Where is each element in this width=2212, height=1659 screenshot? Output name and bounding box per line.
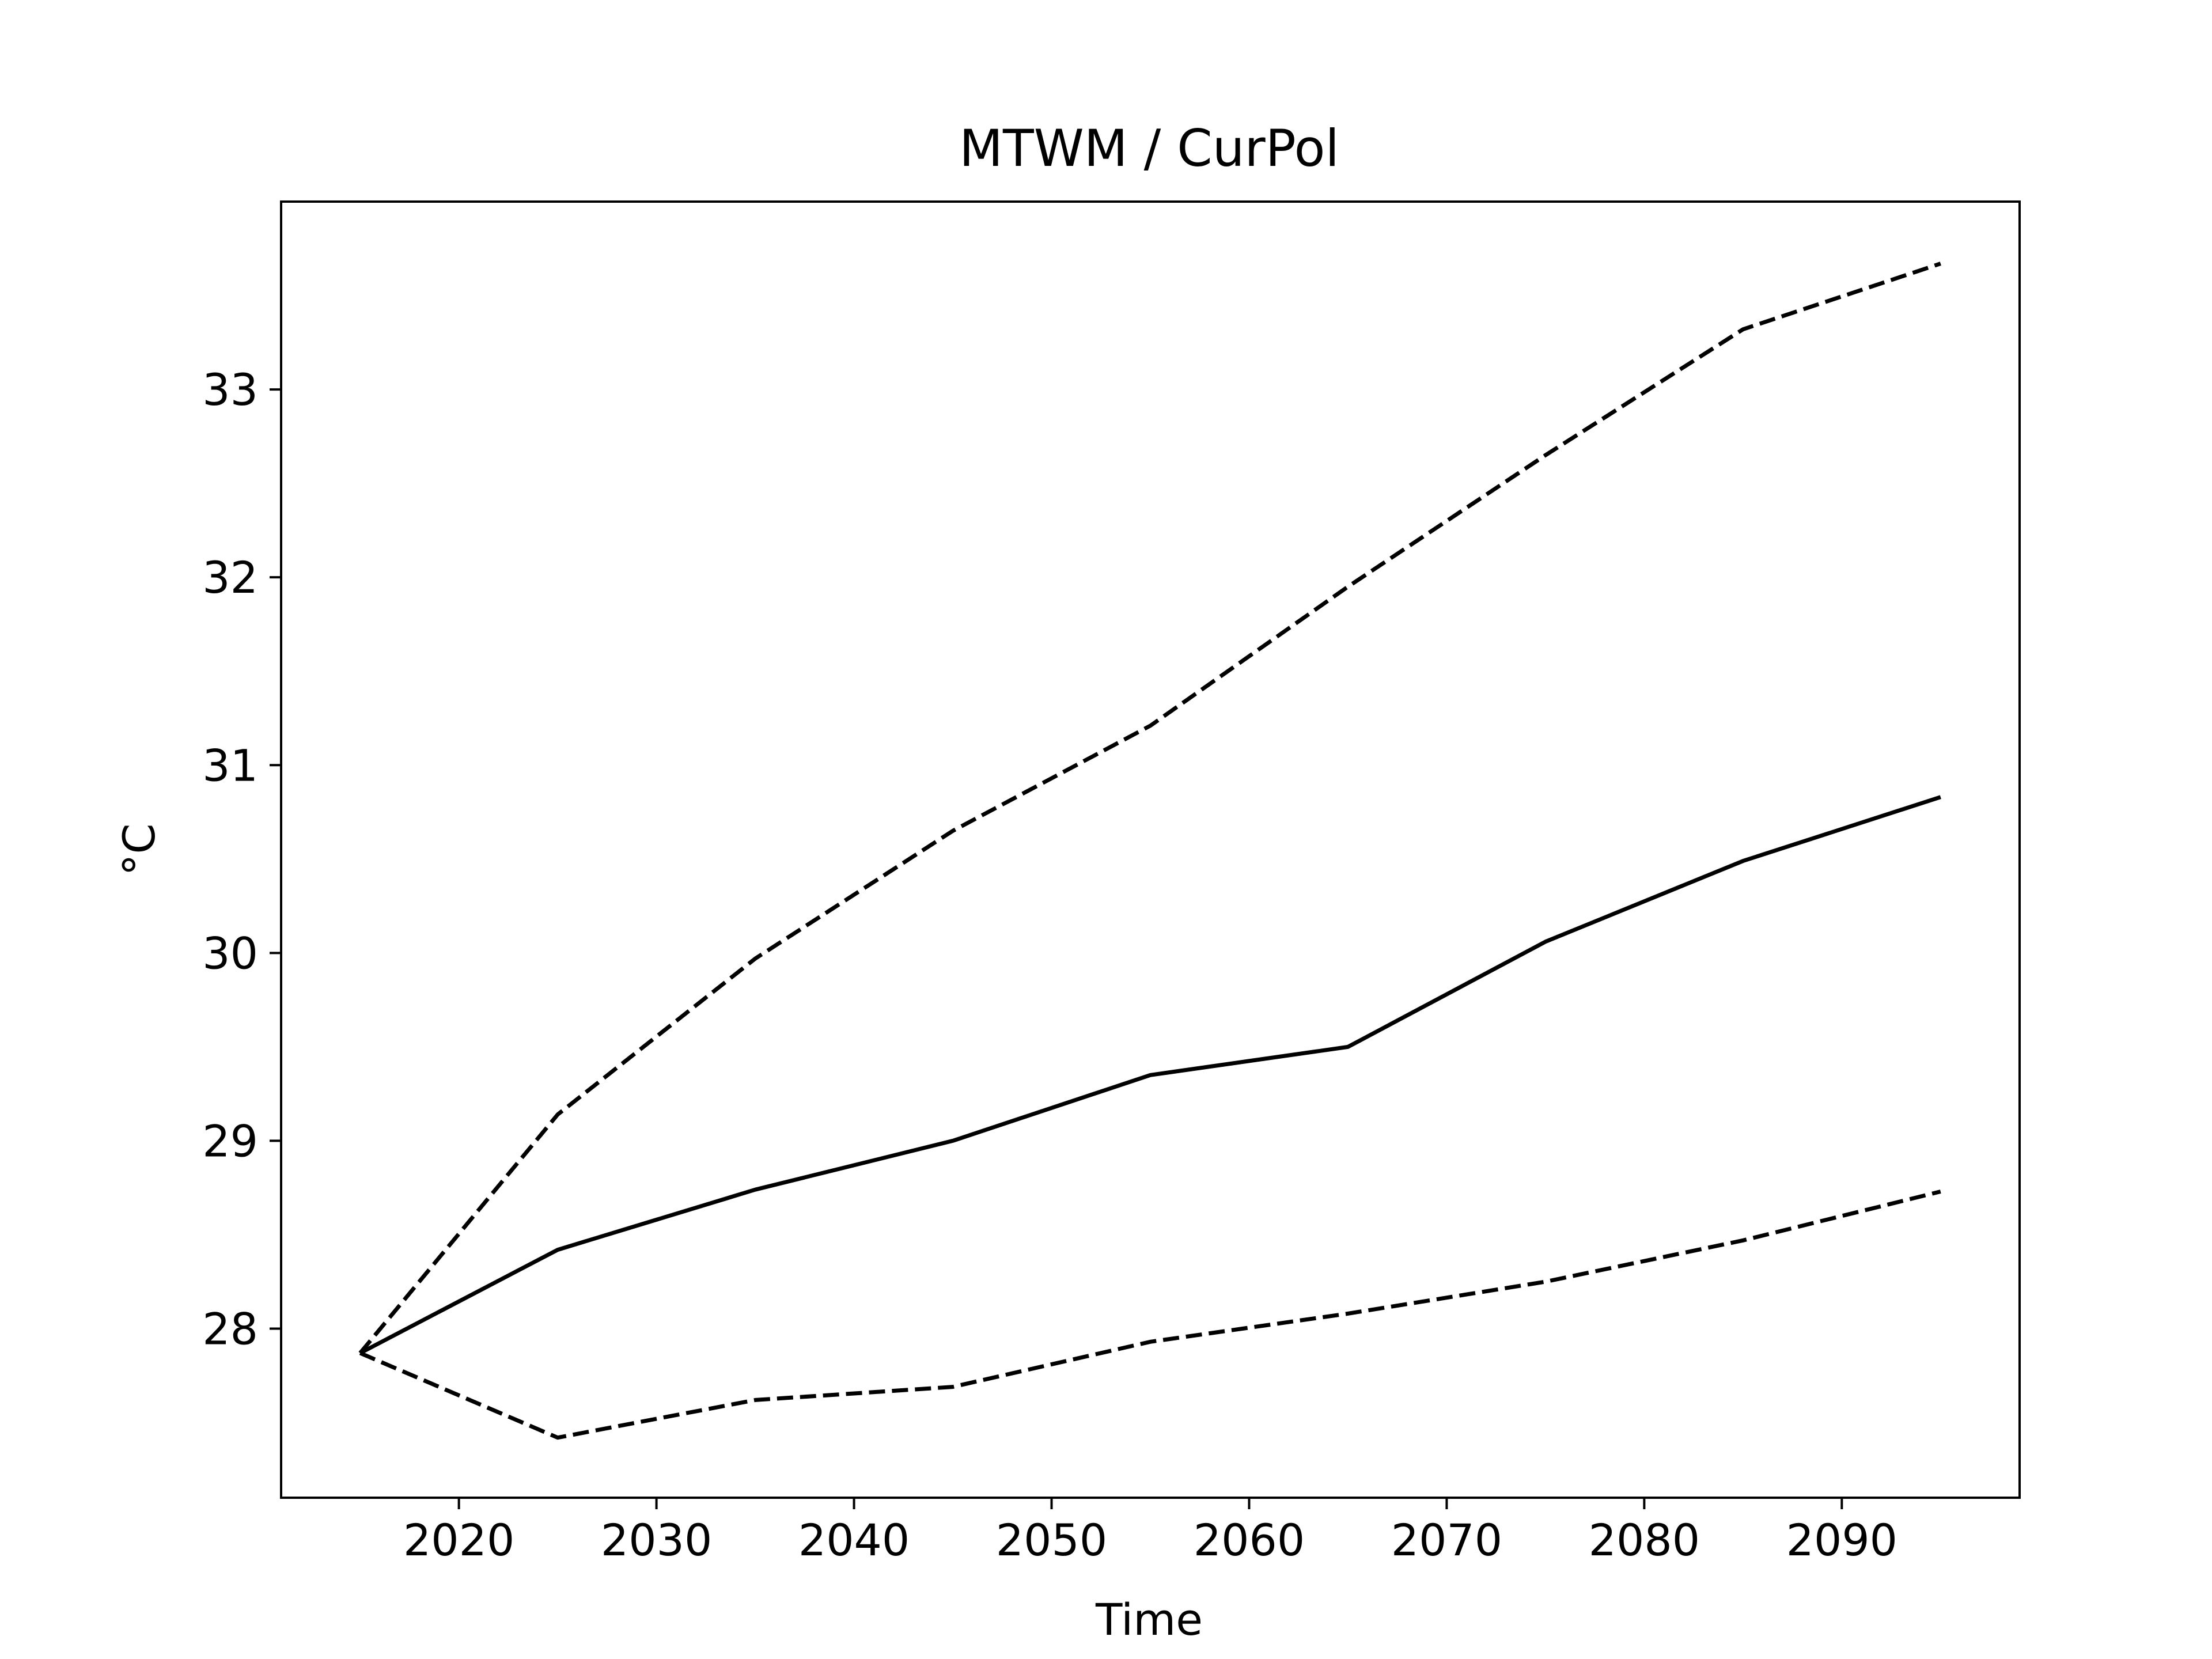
x-tick-label-2080: 2080	[1589, 1514, 1700, 1566]
x-tick-label-2060: 2060	[1194, 1514, 1305, 1566]
y-tick-label-29: 29	[202, 1115, 258, 1166]
y-tick-label-32: 32	[202, 552, 258, 603]
series-line-2	[358, 262, 1941, 1355]
y-tick-label-30: 30	[202, 927, 258, 979]
y-tick-label-28: 28	[202, 1304, 258, 1355]
x-tick-label-2090: 2090	[1786, 1514, 1897, 1566]
y-tick-label-33: 33	[202, 364, 258, 415]
y-axis-label: °C	[113, 823, 165, 876]
x-axis-label: Time	[1095, 1594, 1203, 1645]
x-tick-label-2040: 2040	[798, 1514, 910, 1566]
x-tick-label-2050: 2050	[996, 1514, 1107, 1566]
series-line-3	[359, 1190, 1941, 1440]
chart-title: MTWM / CurPol	[959, 119, 1339, 178]
y-tick-label-31: 31	[202, 740, 258, 791]
x-tick-label-2070: 2070	[1391, 1514, 1502, 1566]
series-layer	[358, 262, 1941, 1440]
x-tick-label-2020: 2020	[403, 1514, 514, 1566]
y-axis-ticks: 28 29 30 31 32 33	[202, 364, 281, 1355]
x-tick-label-2030: 2030	[601, 1514, 712, 1566]
plot-frame	[280, 200, 2021, 1499]
x-axis-ticks: 2020 2030 2040 2050 2060 2070 2080 2090	[403, 1498, 1897, 1566]
